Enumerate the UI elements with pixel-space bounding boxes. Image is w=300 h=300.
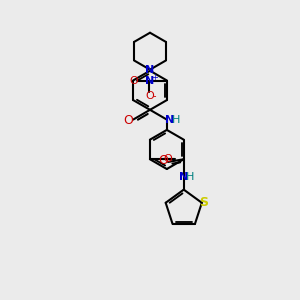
Text: O: O xyxy=(158,154,168,167)
Text: N: N xyxy=(166,115,175,124)
Text: O: O xyxy=(145,91,154,101)
Text: O: O xyxy=(123,114,133,127)
Text: N: N xyxy=(146,64,154,75)
Text: -: - xyxy=(152,91,156,101)
Text: O: O xyxy=(129,76,138,85)
Text: H: H xyxy=(185,172,194,182)
Text: O: O xyxy=(163,154,172,164)
Text: N: N xyxy=(178,172,188,182)
Text: +: + xyxy=(151,73,158,82)
Text: S: S xyxy=(199,196,208,209)
Text: H: H xyxy=(172,115,181,124)
Text: N: N xyxy=(145,76,154,85)
